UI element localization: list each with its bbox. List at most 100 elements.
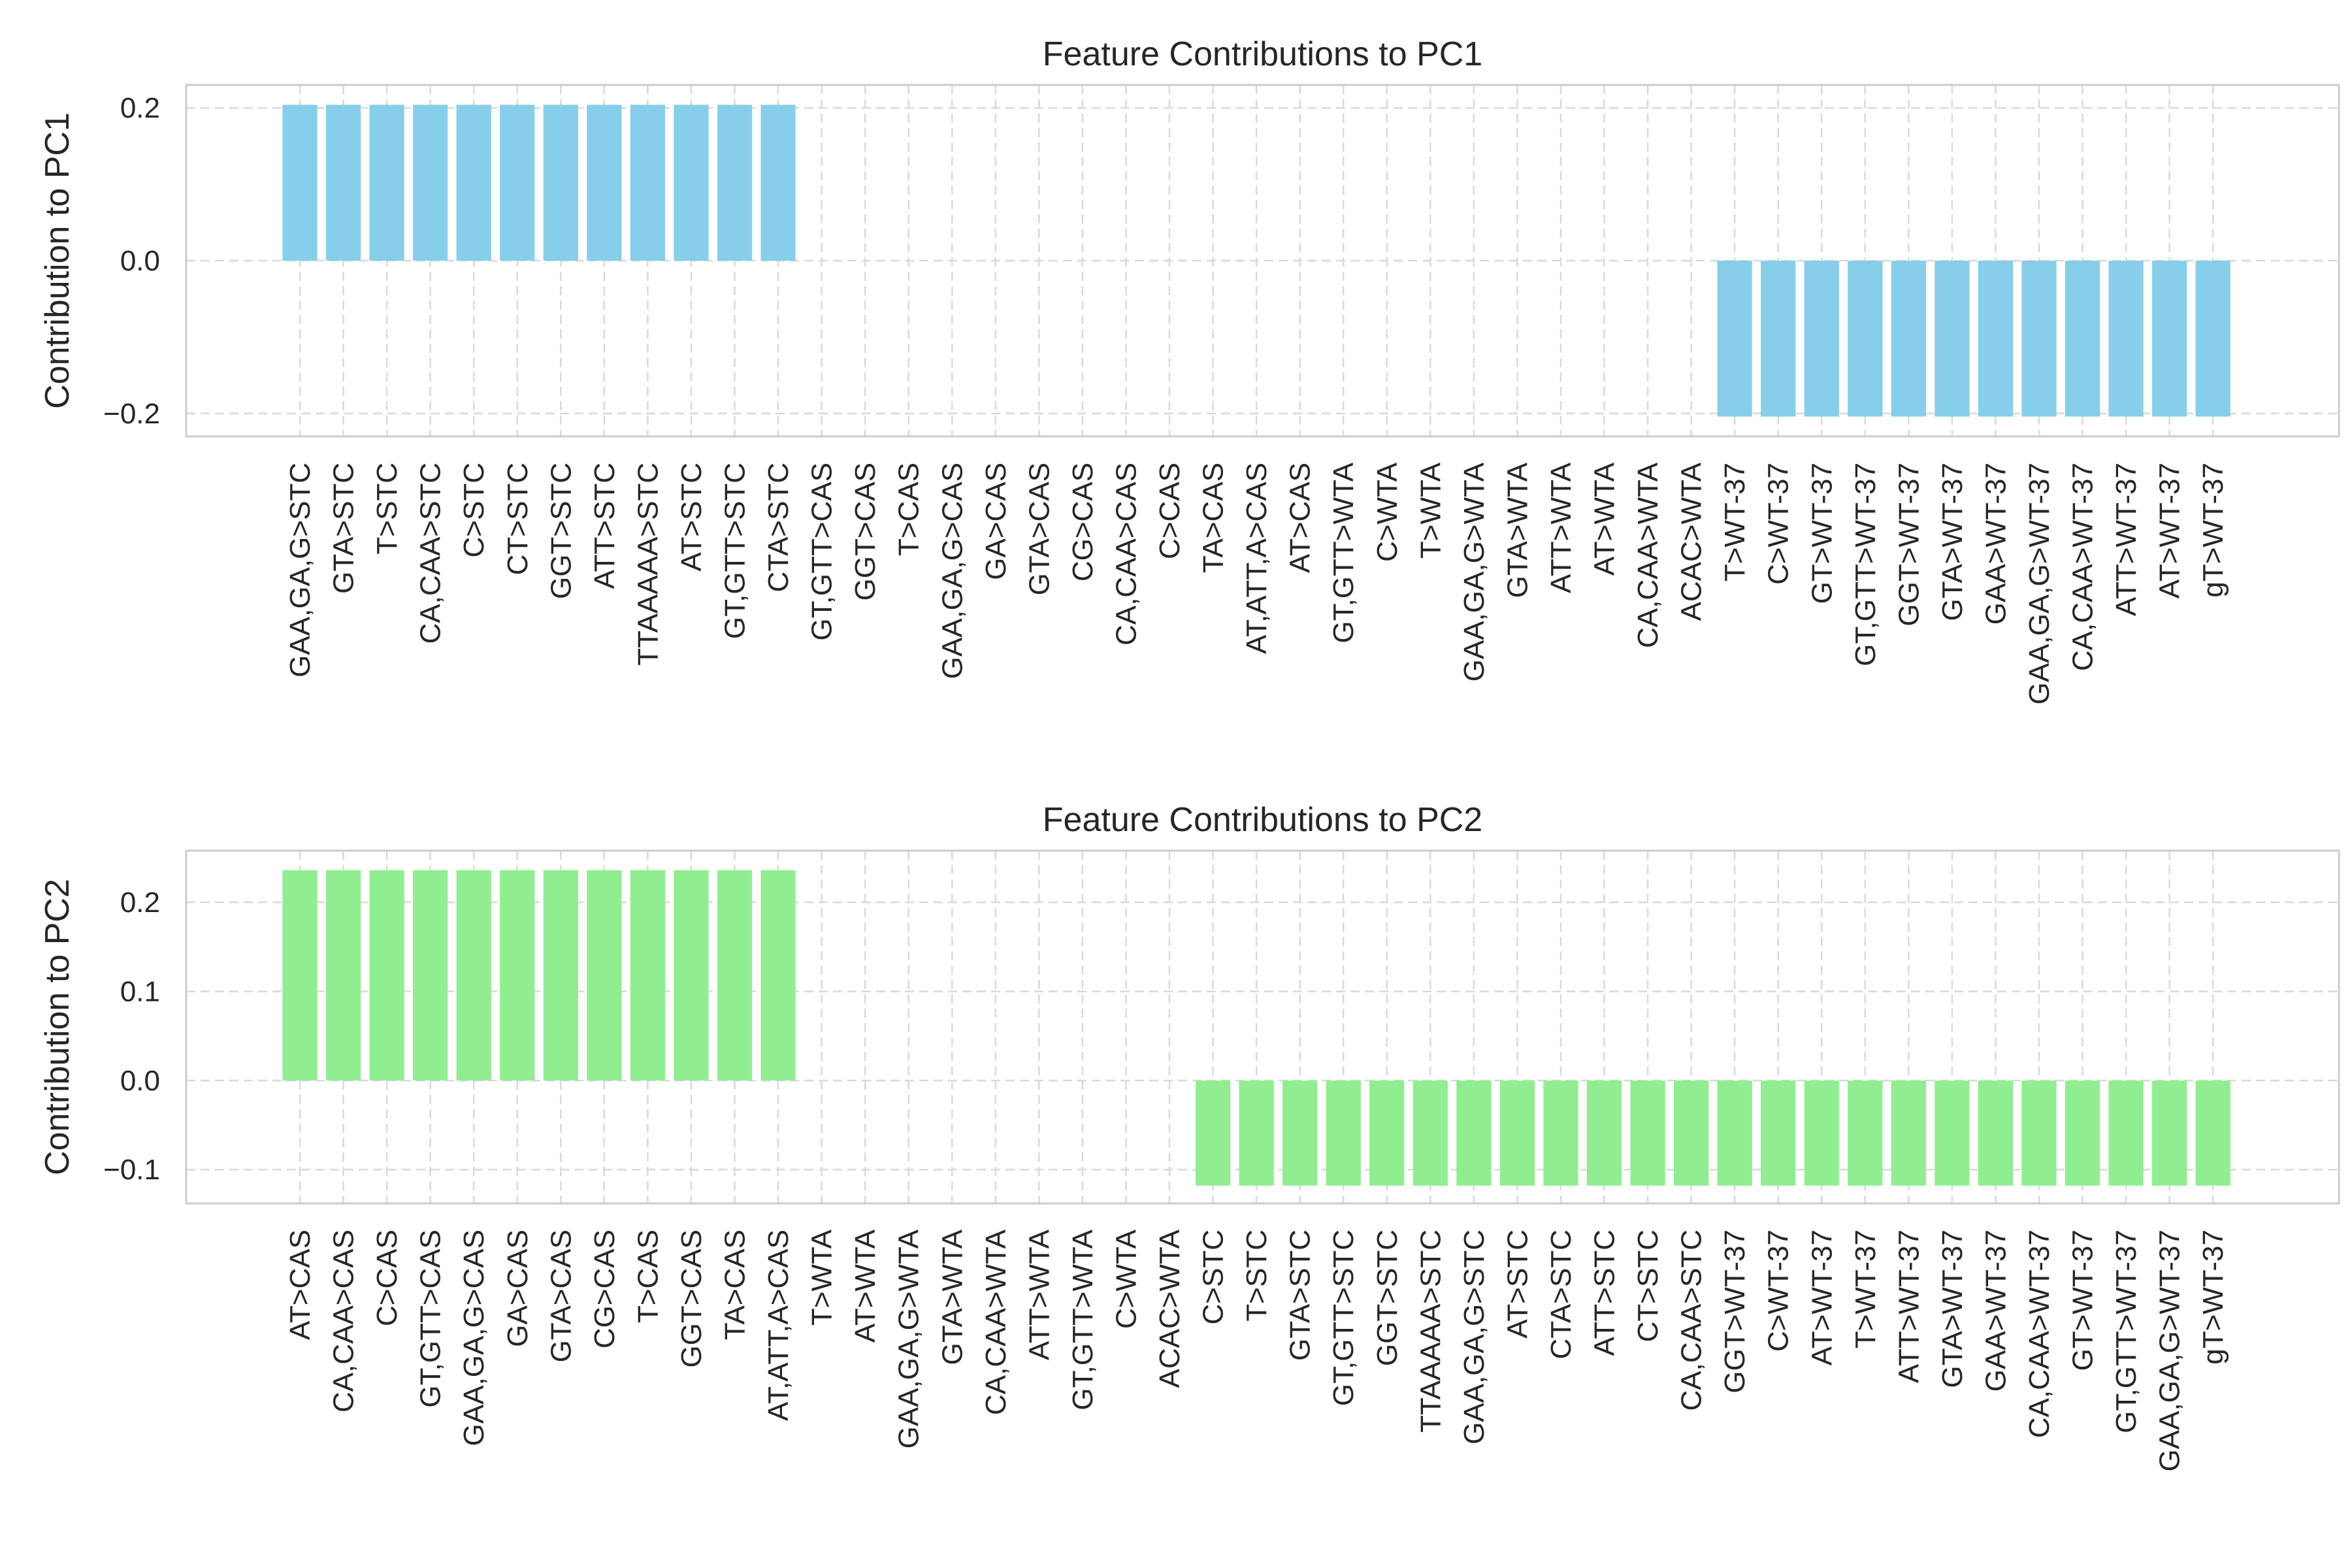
x-tick-label: GT,GTT>STC	[1328, 1230, 1360, 1406]
bar-44	[2152, 261, 2187, 417]
bar-4	[413, 105, 448, 261]
x-tick-label: ATT>WTA	[1023, 1229, 1055, 1360]
bar-10	[674, 105, 709, 261]
bar-26	[1369, 1080, 1405, 1186]
y-tick-label: 0.2	[120, 92, 160, 124]
x-tick-label: ATT>WT-37	[2110, 463, 2142, 616]
x-tick-label: GAA,GA,G>WT-37	[2154, 1230, 2186, 1471]
x-tick-label: C>STC	[1198, 1230, 1230, 1324]
x-tick-label: C>WTA	[1371, 462, 1403, 562]
x-tick-label: GT,GTT>CAS	[806, 463, 838, 641]
bar-31	[1586, 1080, 1622, 1186]
x-tick-label: GTA>WT-37	[1936, 1230, 1968, 1388]
bar-3	[369, 870, 404, 1081]
y-tick-label: −0.2	[103, 398, 160, 430]
y-tick-label: 0.2	[120, 887, 160, 919]
x-tick-label: GTA>CAS	[545, 1230, 577, 1362]
x-tick-label: GGT>CAS	[849, 463, 881, 601]
x-tick-label: gT>WT-37	[2197, 1230, 2229, 1365]
bar-38	[1891, 261, 1926, 417]
x-tick-label: CT>STC	[502, 463, 534, 575]
bar-35	[1761, 1080, 1796, 1186]
x-tick-label: C>CAS	[371, 1230, 403, 1326]
x-tick-label: TA>CAS	[719, 1230, 751, 1340]
plot-frame	[185, 84, 2340, 438]
bar-27	[1413, 1080, 1448, 1186]
bar-38	[1891, 1080, 1926, 1186]
bar-3	[369, 105, 404, 261]
bar-6	[500, 105, 535, 261]
bar-43	[2108, 1080, 2144, 1186]
x-tick-label: GGT>WT-37	[1893, 463, 1925, 627]
x-tick-label: ATT>WTA	[1545, 462, 1577, 593]
y-axis-label: Contribution to PC1	[39, 112, 76, 409]
bar-11	[717, 105, 753, 261]
x-tick-label: GT,GTT>WTA	[1328, 462, 1360, 643]
bar-12	[760, 105, 796, 261]
x-tick-label: CA,CAA>WT-37	[2067, 463, 2099, 671]
x-tick-label: GAA>WT-37	[1980, 463, 2012, 625]
chart-title: Feature Contributions to PC1	[1043, 35, 1482, 73]
x-tick-label: T>WTA	[806, 1229, 838, 1326]
x-tick-label: GGT>STC	[545, 463, 577, 599]
bar-36	[1804, 261, 1839, 417]
x-tick-label: AT>STC	[1501, 1230, 1533, 1339]
x-tick-label: C>STC	[458, 463, 490, 557]
x-tick-label: CA,CAA>WTA	[1632, 462, 1664, 648]
x-tick-label: GT>WT-37	[2067, 1230, 2099, 1371]
x-tick-label: T>WTA	[1414, 462, 1446, 559]
bar-39	[1935, 1080, 1970, 1186]
x-tick-label: GT,GTT>WT-37	[2110, 1230, 2142, 1433]
bar-32	[1630, 1080, 1665, 1186]
x-tick-label: ACAC>WTA	[1154, 1229, 1186, 1388]
bar-34	[1717, 1080, 1752, 1186]
x-tick-label: CTA>STC	[762, 463, 794, 592]
bar-7	[543, 870, 578, 1081]
bar-5	[456, 105, 491, 261]
x-tick-label: GAA,GA,G>STC	[1458, 1230, 1490, 1445]
x-tick-label: GA>CAS	[502, 1230, 534, 1347]
x-tick-label: C>WT-37	[1763, 463, 1795, 585]
bar-28	[1456, 1080, 1492, 1186]
y-tick-label: −0.1	[103, 1154, 160, 1186]
x-tick-label: GGT>CAS	[676, 1230, 708, 1368]
x-tick-label: GT,GTT>STC	[719, 463, 751, 639]
chart-title: Feature Contributions to PC2	[1043, 801, 1482, 839]
bar-1	[282, 105, 318, 261]
x-tick-label: gT>WT-37	[2197, 463, 2229, 598]
bar-7	[543, 105, 578, 261]
x-tick-label: GTA>WTA	[936, 1229, 968, 1365]
bar-36	[1804, 1080, 1839, 1186]
y-tick-label: 0.0	[120, 1065, 160, 1097]
x-tick-label: AT>STC	[676, 463, 708, 572]
x-tick-label: GT,GTT>WT-37	[1850, 463, 1882, 666]
bar-41	[2021, 1080, 2057, 1186]
bar-2	[325, 870, 361, 1081]
y-axis-label: Contribution to PC2	[39, 879, 76, 1175]
bar-42	[2065, 1080, 2100, 1186]
bar-24	[1282, 1080, 1318, 1186]
x-tick-label: TTAAAAA>STC	[632, 463, 664, 666]
x-tick-label: ATT>WT-37	[1893, 1230, 1925, 1383]
x-tick-label: T>WT-37	[1719, 463, 1751, 581]
x-tick-label: AT,ATT,A>CAS	[1241, 463, 1273, 654]
x-tick-label: T>WT-37	[1850, 1230, 1882, 1348]
bar-29	[1499, 1080, 1535, 1186]
x-tick-label: ATT>STC	[1589, 1230, 1621, 1356]
x-tick-label: CA,CAA>CAS	[1110, 463, 1142, 645]
x-tick-label: CA,CAA>WT-37	[2023, 1230, 2055, 1438]
x-tick-label: T>CAS	[632, 1230, 664, 1323]
bar-23	[1239, 1080, 1274, 1186]
bar-22	[1195, 1080, 1231, 1186]
bar-30	[1543, 1080, 1578, 1186]
bar-9	[630, 105, 666, 261]
x-tick-label: CG>CAS	[1067, 463, 1099, 581]
x-tick-label: GT>WT-37	[1806, 463, 1838, 604]
pc2-chart-panel: Feature Contributions to PC2 Contribution…	[39, 801, 2340, 1471]
bar-10	[674, 870, 709, 1081]
bar-5	[456, 870, 491, 1081]
x-tick-label: GA>CAS	[980, 463, 1012, 580]
x-tick-label: C>WTA	[1110, 1229, 1142, 1329]
bar-37	[1848, 261, 1883, 417]
